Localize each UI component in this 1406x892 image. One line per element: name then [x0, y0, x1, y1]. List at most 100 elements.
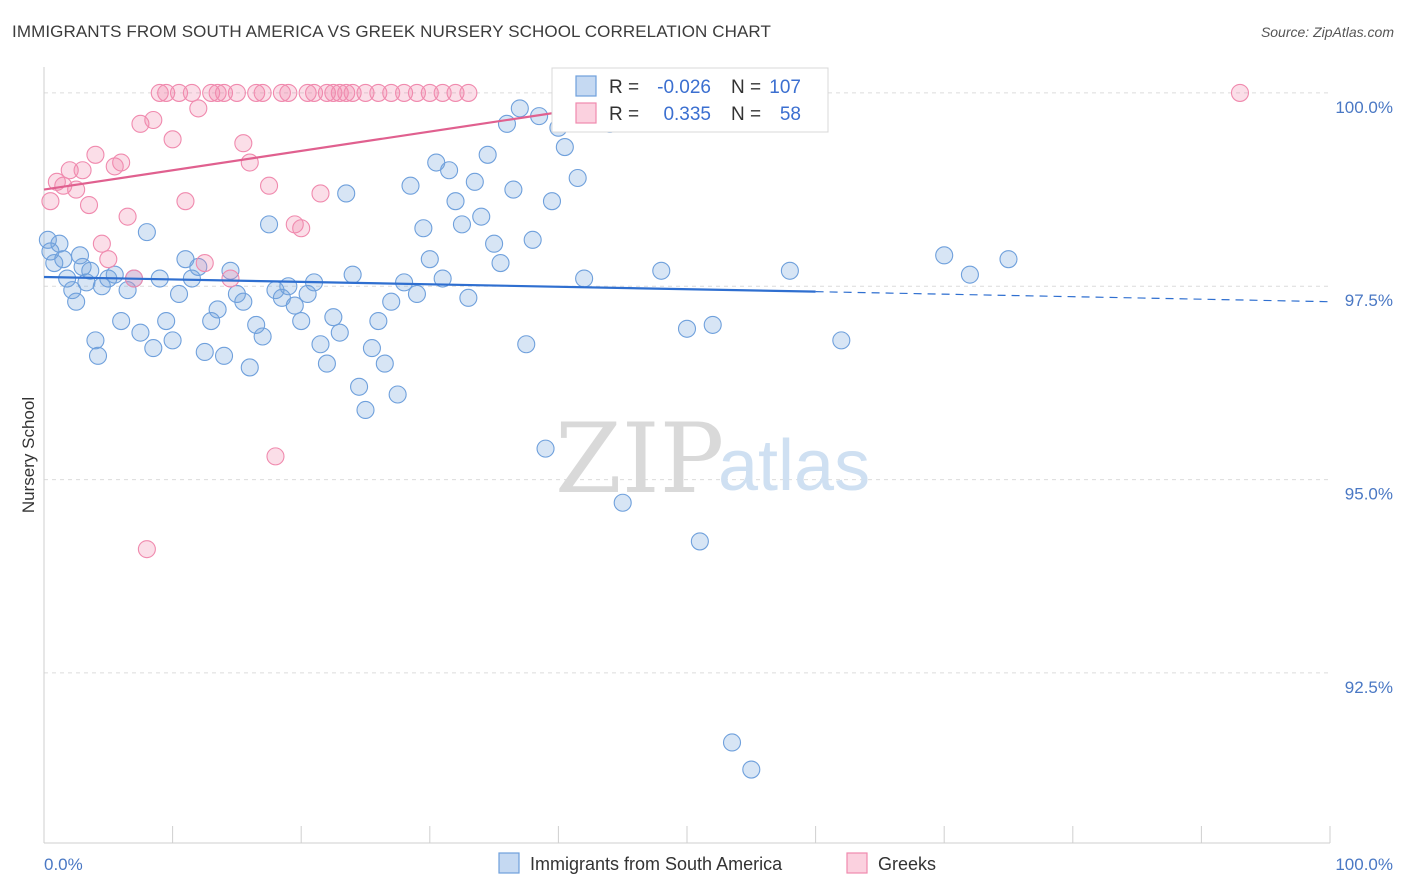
- legend-r-value-pink: 0.335: [663, 104, 711, 125]
- point-greeks: [259, 176, 279, 195]
- point-immigrants: [195, 342, 214, 362]
- point-immigrants: [414, 219, 433, 238]
- point-immigrants: [523, 230, 542, 249]
- point-immigrants: [420, 250, 439, 269]
- point-immigrants: [38, 230, 57, 249]
- point-greeks: [73, 161, 92, 180]
- point-immigrants: [118, 281, 137, 300]
- tick-labels: 92.5% 95.0% 97.5% 100.0% 0.0% 100.0%: [44, 98, 1393, 874]
- point-greeks: [311, 184, 330, 203]
- point-greeks: [292, 219, 311, 238]
- y-tick-label: 100.0%: [1335, 98, 1393, 117]
- correlation-legend: R = -0.026 N = 107 R = 0.335 N = 58: [551, 67, 829, 133]
- point-immigrants: [298, 284, 317, 304]
- point-greeks: [169, 83, 189, 102]
- legend-swatch-blue: [575, 75, 597, 97]
- point-greeks: [382, 83, 401, 102]
- y-tick-label: 95.0%: [1345, 485, 1393, 504]
- point-greeks: [60, 161, 79, 180]
- legend-swatch-pink: [575, 102, 597, 124]
- point-immigrants: [247, 315, 266, 334]
- point-immigrants: [472, 207, 491, 226]
- point-immigrants: [279, 277, 298, 296]
- point-greeks: [298, 83, 317, 102]
- point-immigrants: [221, 261, 240, 280]
- point-greeks: [407, 83, 426, 102]
- point-immigrants: [935, 246, 954, 265]
- point-immigrants: [465, 172, 484, 191]
- legend-r-value-blue: -0.026: [657, 77, 711, 98]
- y-tick-label: 92.5%: [1345, 678, 1393, 697]
- point-immigrants: [208, 300, 227, 319]
- point-immigrants: [311, 335, 330, 354]
- point-immigrants: [202, 311, 221, 331]
- legend-row-pink: R = 0.335 N = 58: [575, 102, 801, 125]
- point-immigrants: [137, 223, 156, 242]
- point-greeks: [324, 83, 343, 102]
- point-immigrants: [86, 331, 105, 350]
- point-immigrants: [440, 161, 459, 180]
- point-greeks: [79, 196, 99, 215]
- point-greeks: [305, 83, 324, 102]
- point-immigrants: [401, 176, 420, 195]
- point-greeks: [1230, 83, 1250, 102]
- point-immigrants: [742, 760, 761, 779]
- point-immigrants: [703, 315, 722, 334]
- series-label-greeks: Greeks: [878, 854, 936, 874]
- point-immigrants: [70, 246, 90, 265]
- point-immigrants: [67, 292, 86, 311]
- point-immigrants: [433, 269, 452, 288]
- trend-line-immigrants-extrapolated: [815, 291, 1331, 303]
- point-greeks: [214, 83, 234, 102]
- point-immigrants: [343, 265, 362, 284]
- watermark-zip: ZIP: [555, 403, 724, 515]
- x-tick-label: 0.0%: [44, 855, 83, 874]
- legend-n-label: N =: [731, 77, 761, 98]
- chart-title: IMMIGRANTS FROM SOUTH AMERICA VS GREEK N…: [12, 22, 771, 41]
- point-immigrants: [350, 377, 369, 396]
- point-immigrants: [292, 311, 311, 331]
- point-greeks: [317, 83, 336, 102]
- point-immigrants: [131, 323, 150, 342]
- point-greeks: [330, 83, 349, 102]
- point-greeks: [227, 83, 246, 102]
- point-immigrants: [259, 215, 279, 234]
- series-label-immigrants: Immigrants from South America: [530, 854, 783, 874]
- point-immigrants: [144, 339, 163, 358]
- point-immigrants: [536, 439, 555, 458]
- point-immigrants: [214, 346, 234, 365]
- point-greeks: [433, 83, 452, 102]
- point-greeks: [150, 83, 169, 102]
- point-greeks: [234, 134, 253, 153]
- point-greeks: [272, 83, 291, 102]
- point-greeks: [420, 83, 439, 102]
- point-immigrants: [356, 400, 375, 420]
- point-immigrants: [568, 168, 587, 188]
- point-greeks: [446, 83, 465, 102]
- point-immigrants: [459, 288, 478, 307]
- point-greeks: [356, 83, 375, 102]
- point-immigrants: [613, 493, 632, 512]
- point-immigrants: [491, 253, 510, 273]
- point-immigrants: [337, 184, 356, 203]
- point-greeks: [369, 83, 388, 102]
- point-greeks: [395, 83, 414, 102]
- point-immigrants: [510, 99, 529, 118]
- point-immigrants: [497, 114, 517, 133]
- point-greeks: [221, 269, 240, 288]
- point-immigrants: [330, 323, 349, 342]
- y-axis-label: Nursery School: [19, 397, 38, 513]
- point-immigrants: [45, 253, 64, 273]
- y-tick-label: 97.5%: [1345, 291, 1393, 310]
- point-immigrants: [542, 192, 562, 211]
- series-swatch-immigrants: [498, 852, 520, 874]
- point-greeks: [208, 83, 227, 102]
- legend-row-blue: R = -0.026 N = 107: [575, 75, 801, 98]
- point-greeks: [247, 83, 266, 102]
- point-greeks: [99, 250, 118, 269]
- point-immigrants: [652, 261, 671, 280]
- point-immigrants: [452, 215, 472, 234]
- legend-n-label: N =: [731, 104, 761, 125]
- point-immigrants: [285, 296, 304, 315]
